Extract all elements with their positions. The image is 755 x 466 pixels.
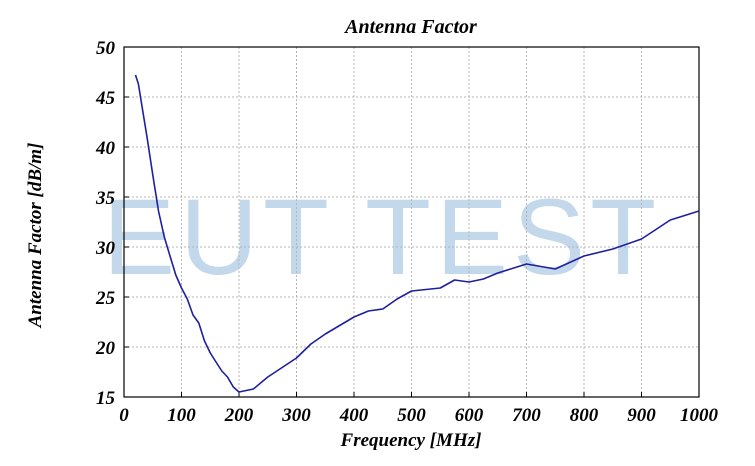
y-tick-label: 15	[96, 388, 116, 409]
x-tick-label: 1000	[680, 405, 719, 426]
antenna-factor-series-line	[134, 74, 700, 393]
y-tick-label: 30	[95, 238, 116, 259]
x-tick-label: 300	[281, 405, 311, 426]
y-axis-title: Antenna Factor [dB/m]	[25, 143, 46, 329]
y-axis-ticks: 15 20 25 30 35 40 45 50	[95, 38, 129, 409]
x-axis-ticks: 0 100 200 300 400 500 600 700 800 900 1000	[119, 392, 719, 426]
x-tick-label: 700	[512, 405, 541, 426]
x-tick-label: 500	[397, 405, 426, 426]
x-tick-label: 200	[224, 405, 254, 426]
y-tick-label: 40	[95, 138, 116, 159]
x-tick-label: 0	[119, 405, 129, 426]
y-tick-label: 35	[95, 188, 116, 209]
x-axis-title: Frequency [MHz]	[340, 430, 482, 451]
y-tick-label: 45	[95, 88, 116, 109]
y-tick-label: 25	[95, 288, 116, 309]
x-tick-label: 900	[627, 405, 656, 426]
chart-title: Antenna Factor	[343, 16, 477, 38]
y-tick-label: 20	[95, 338, 116, 359]
y-tick-label: 50	[96, 38, 116, 59]
watermark-text: EUT TEST	[103, 176, 661, 297]
x-tick-label: 400	[339, 405, 369, 426]
x-tick-label: 100	[167, 405, 196, 426]
x-tick-label: 800	[570, 405, 599, 426]
x-tick-label: 600	[455, 405, 484, 426]
